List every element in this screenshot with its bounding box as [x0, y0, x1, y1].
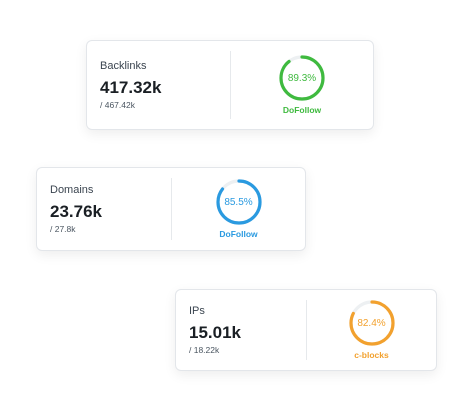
domains-caption: DoFollow [219, 229, 258, 239]
ips-percent: 82.4% [357, 317, 386, 329]
ips-label: IPs [189, 304, 205, 317]
domains-progress-ring: 85.5% [215, 178, 263, 226]
domains-value: 23.76k [50, 201, 102, 221]
domains-ring-arc [215, 179, 262, 225]
backlinks-value: 417.32k [100, 77, 162, 97]
ips-ring-arc [348, 300, 395, 346]
ips-card: IPs 15.01k / 18.22k 82.4% c-blocks [175, 289, 437, 371]
backlinks-total: / 467.42k [100, 99, 135, 110]
domains-card: Domains 23.76k / 27.8k 85.5% DoFollow [36, 167, 306, 251]
domains-percent: 85.5% [224, 196, 253, 208]
backlinks-dofollow: 89.3% DoFollow [231, 41, 373, 129]
ips-caption: c-blocks [354, 350, 389, 360]
domains-dofollow: 85.5% DoFollow [172, 168, 305, 250]
domains-label: Domains [50, 183, 94, 196]
ips-cblocks: 82.4% c-blocks [307, 290, 436, 370]
backlinks-label: Backlinks [100, 59, 147, 72]
backlinks-stats: Backlinks 417.32k / 467.42k [100, 41, 161, 129]
domains-divider [171, 178, 172, 240]
backlinks-caption: DoFollow [282, 105, 322, 115]
ips-stats: IPs 15.01k / 18.22k [189, 290, 241, 370]
domains-total: / 27.8k [50, 223, 76, 234]
backlinks-percent: 89.3% [287, 72, 317, 84]
ips-total: / 18.22k [189, 344, 220, 355]
ips-value: 15.01k [189, 322, 241, 342]
domains-ring-chart [215, 179, 262, 225]
ips-ring-chart [348, 300, 395, 346]
backlinks-divider [230, 51, 231, 119]
ips-divider [306, 300, 307, 360]
backlinks-ring-chart [279, 55, 325, 101]
backlinks-ring-arc [279, 55, 325, 101]
domains-stats: Domains 23.76k / 27.8k [50, 168, 102, 250]
backlinks-card: Backlinks 417.32k / 467.42k 89.3% DoFoll… [86, 40, 374, 130]
ips-progress-ring: 82.4% [348, 299, 396, 347]
backlinks-progress-ring: 89.3% [278, 54, 326, 102]
